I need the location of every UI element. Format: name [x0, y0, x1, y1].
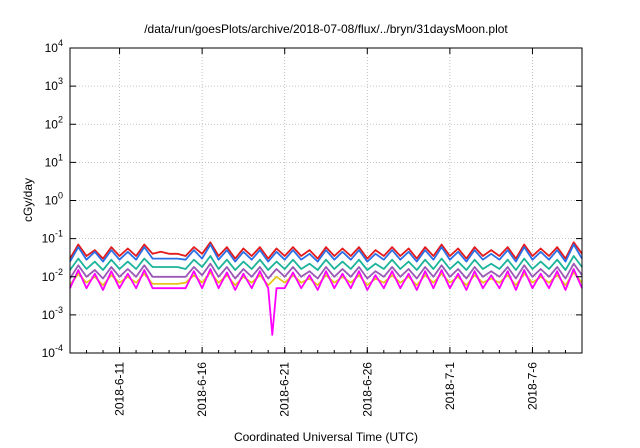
series-line-5 — [69, 271, 583, 287]
x-tick-label: 2018-6-11 — [113, 362, 127, 416]
y-tick-label: 103 — [45, 76, 63, 93]
chart-title: /data/run/goesPlots/archive/2018-07-08/f… — [144, 22, 508, 36]
series-line-2 — [69, 243, 583, 263]
y-tick-label: 10-4 — [42, 343, 63, 360]
y-tick-label: 104 — [45, 38, 63, 55]
y-axis-label: cGy/day — [21, 178, 35, 222]
y-tick-label: 100 — [45, 191, 63, 208]
x-tick-label: 2018-7-1 — [443, 362, 457, 410]
y-tick-label: 102 — [45, 114, 63, 131]
x-tick-label: 2018-6-21 — [278, 362, 292, 417]
grid — [70, 48, 582, 353]
x-axis: 2018-6-11 2018-6-16 2018-6-21 2018-6-26 2018… — [69, 48, 583, 417]
y-tick-label: 101 — [45, 152, 63, 169]
x-axis-label: Coordinated Universal Time (UTC) — [234, 430, 418, 444]
x-tick-label: 2018-7-6 — [525, 362, 539, 410]
series-group — [69, 241, 583, 336]
y-axis: 10-4 10-3 10-2 10-1 100 101 102 103 104 — [42, 38, 582, 360]
series-line-3 — [69, 255, 583, 271]
x-tick-label: 2018-6-16 — [195, 362, 209, 417]
y-tick-label: 10-3 — [42, 305, 63, 322]
series-line-6 — [69, 268, 583, 336]
y-tick-label: 10-1 — [42, 229, 63, 246]
series-line-1 — [69, 241, 583, 260]
x-tick-label: 2018-6-26 — [360, 362, 374, 417]
series-line-4 — [69, 262, 583, 280]
y-tick-label: 10-2 — [42, 267, 63, 284]
